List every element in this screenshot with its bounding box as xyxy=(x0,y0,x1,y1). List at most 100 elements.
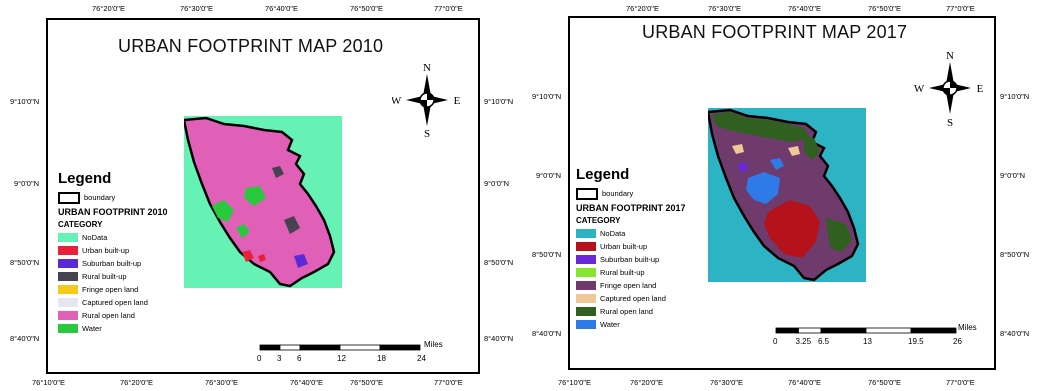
legend-item: NoData xyxy=(58,231,168,244)
scale-unit-label: Miles xyxy=(424,340,443,349)
bottom-lon-label: 76°50'0"E xyxy=(868,378,901,387)
urban-patch xyxy=(258,254,266,262)
legend-swatch xyxy=(576,255,596,264)
bottom-lon-label: 76°10'0"E xyxy=(558,378,591,387)
legend-item-label: Rural built-up xyxy=(82,272,127,281)
legend-swatch xyxy=(576,229,596,238)
scale-segment xyxy=(798,327,822,334)
scale-tick-label: 6 xyxy=(297,354,302,363)
right-lat-label: 9°10'0"N xyxy=(1000,92,1030,101)
left-lat-label: 9°10'0"N xyxy=(10,97,40,106)
compass-e-label: E xyxy=(977,83,984,95)
legend-item-label: Water xyxy=(600,320,620,329)
left-lat-label: 9°0'0"N xyxy=(14,179,40,188)
compass-e-label: E xyxy=(454,95,461,107)
rural-open-land-patch xyxy=(712,112,810,142)
legend-item-label: Suburban built-up xyxy=(600,255,660,264)
rural-open-land-patch xyxy=(826,218,852,252)
legend-swatch xyxy=(58,324,78,333)
legend-item-label: NoData xyxy=(82,233,108,242)
water-patch xyxy=(770,158,784,170)
bottom-lon-label: 76°50'0"E xyxy=(350,378,383,387)
top-lon-label: 76°50'0"E xyxy=(868,4,901,13)
scale-segment xyxy=(339,344,381,351)
legend-item: Rural open land xyxy=(576,305,686,318)
legend-item: Urban built-up xyxy=(576,240,686,253)
map-panel-2010: 76°20'0"E 76°30'0"E 76°40'0"E 76°50'0"E … xyxy=(0,0,515,391)
right-lat-label: 9°0'0"N xyxy=(1000,171,1026,180)
bottom-lon-label: 76°40'0"E xyxy=(290,378,323,387)
compass-w-label: W xyxy=(392,95,402,107)
legend-item: Captured open land xyxy=(58,296,168,309)
boundary-swatch xyxy=(58,191,80,204)
legend-swatch xyxy=(576,281,596,290)
urban-patch xyxy=(764,200,820,258)
legend-swatch xyxy=(58,233,78,242)
scale-tick-label: 18 xyxy=(377,354,386,363)
right-lat-label: 8°40'0"N xyxy=(484,334,514,343)
legend-swatch xyxy=(576,294,596,303)
scale-tick-label: 13 xyxy=(863,337,872,346)
right-lat-label: 8°50'0"N xyxy=(484,258,514,267)
scale-segment xyxy=(775,327,799,334)
rural-builtup-patch xyxy=(272,166,284,178)
scale-bar: Miles 0 3 6 12 18 24 xyxy=(257,340,468,363)
legend-swatch xyxy=(58,259,78,268)
legend-swatch xyxy=(58,285,78,294)
scale-tick-label: 3 xyxy=(277,354,282,363)
scale-segment xyxy=(820,327,867,334)
top-lon-label: 77°0'0"E xyxy=(434,4,463,13)
scale-tick-label: 6.5 xyxy=(818,337,830,346)
bottom-lon-label: 76°30'0"E xyxy=(710,378,743,387)
legend-items: NoData Urban built-up Suburban built-up Rur… xyxy=(576,227,686,331)
legend-item-label: Rural open land xyxy=(600,307,653,316)
left-lat-label: 9°10'0"N xyxy=(532,92,562,101)
left-lat-label: 8°40'0"N xyxy=(532,329,562,338)
urban-footprint-raster-2017 xyxy=(708,108,866,282)
legend-item-label: Urban built-up xyxy=(600,242,648,251)
top-lon-label: 76°40'0"E xyxy=(788,4,821,13)
left-lat-label: 8°40'0"N xyxy=(10,334,40,343)
north-arrow-icon: N S W E xyxy=(914,50,984,128)
legend-item: Rural built-up xyxy=(58,270,168,283)
legend-item: Rural built-up xyxy=(576,266,686,279)
legend-item-label: Fringe open land xyxy=(82,285,139,294)
map-title: URBAN FOOTPRINT MAP 2017 xyxy=(642,22,908,42)
scale-unit-label: Miles xyxy=(958,323,977,332)
scale-segment xyxy=(259,344,281,351)
top-lon-label: 76°40'0"E xyxy=(265,4,298,13)
legend-item-label: Rural built-up xyxy=(600,268,645,277)
legend-item-label: Urban built-up xyxy=(82,246,130,255)
compass-s-label: S xyxy=(947,117,953,128)
legend-swatch xyxy=(58,246,78,255)
legend-subtitle: URBAN FOOTPRINT 2017 xyxy=(576,203,686,213)
top-lon-label: 76°50'0"E xyxy=(350,4,383,13)
legend-heading: Legend xyxy=(58,170,112,187)
scale-tick-label: 0 xyxy=(257,354,262,363)
top-lon-label: 76°20'0"E xyxy=(626,4,659,13)
bottom-lon-label: 76°20'0"E xyxy=(120,378,153,387)
scale-bar-graphic xyxy=(775,327,957,334)
legend-swatch xyxy=(58,298,78,307)
legend-boundary-row: boundary xyxy=(58,191,168,204)
legend-item: Suburban built-up xyxy=(576,253,686,266)
legend-boundary-label: boundary xyxy=(602,189,634,198)
scale-tick-label: 19.5 xyxy=(908,337,924,346)
scale-bar-graphic xyxy=(259,344,421,351)
legend-item-label: Rural open land xyxy=(82,311,135,320)
boundary-swatch xyxy=(576,187,598,200)
top-lon-label: 76°30'0"E xyxy=(180,4,213,13)
left-lat-label: 8°50'0"N xyxy=(532,250,562,259)
rural-builtup-patch xyxy=(284,216,300,234)
legend-item-label: Captured open land xyxy=(82,298,148,307)
legend-item: Rural open land xyxy=(58,309,168,322)
legend-boundary-row: boundary xyxy=(576,187,686,200)
left-lat-label: 8°50'0"N xyxy=(10,258,40,267)
legend-swatch xyxy=(576,307,596,316)
scale-bar: Miles 0 3.25 6.5 13 19.5 26 xyxy=(773,323,977,346)
map-title: URBAN FOOTPRINT MAP 2010 xyxy=(118,36,384,56)
bottom-lon-label: 76°40'0"E xyxy=(788,378,821,387)
water-patch xyxy=(244,186,266,206)
legend-item-label: NoData xyxy=(600,229,626,238)
captured-open-land-patch xyxy=(788,146,800,156)
